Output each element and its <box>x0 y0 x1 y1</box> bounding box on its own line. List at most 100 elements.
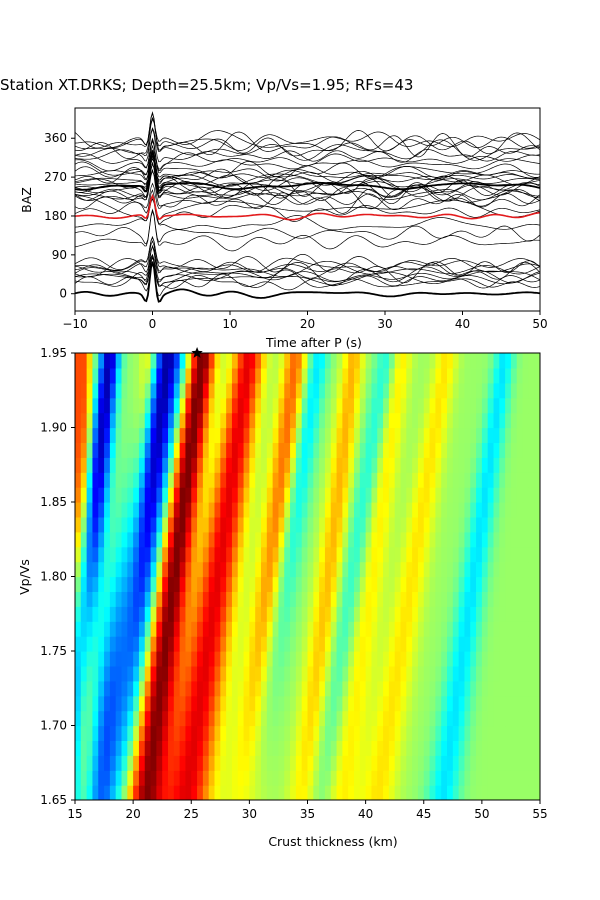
heatmap-cell <box>121 695 128 712</box>
heatmap-cell <box>121 740 128 756</box>
heatmap-cell <box>179 546 187 563</box>
heatmap-cell <box>354 710 361 727</box>
heatmap-cell <box>400 487 407 503</box>
heatmap-cell <box>365 591 373 607</box>
heatmap-cell <box>86 695 94 712</box>
heatmap-cell <box>342 502 349 518</box>
heatmap-cell <box>301 472 309 488</box>
heatmap-cell <box>133 502 140 518</box>
heatmap-cell <box>127 606 134 622</box>
heatmap-cell <box>371 755 378 771</box>
heatmap-cell <box>290 636 297 652</box>
heatmap-cell <box>197 412 204 429</box>
heatmap-cell <box>168 740 175 756</box>
heatmap-cell <box>400 665 407 682</box>
heatmap-cell <box>510 755 518 771</box>
heatmap-cell <box>464 755 471 771</box>
heatmap-cell <box>220 353 227 369</box>
heatmap-cell <box>342 546 349 563</box>
heatmap-cell <box>342 561 349 578</box>
heatmap-cell <box>231 457 239 473</box>
heatmap-cell <box>510 502 518 518</box>
heatmap-cell <box>144 487 152 503</box>
heatmap-cell <box>377 725 384 741</box>
heatmap-cell <box>231 561 239 578</box>
heatmap-cell <box>417 740 425 756</box>
heatmap-cell <box>307 755 314 771</box>
heatmap-cell <box>272 561 280 578</box>
heatmap-cell <box>290 397 297 414</box>
heatmap-cell <box>406 487 413 503</box>
heatmap-cell <box>104 487 111 503</box>
heatmap-cell <box>441 651 448 667</box>
heatmap-cell <box>394 561 402 578</box>
heatmap-cell <box>365 576 373 592</box>
heatmap-cell <box>383 636 390 652</box>
heatmap-cell <box>75 591 82 607</box>
heatmap-cell <box>109 621 117 637</box>
heatmap-cell <box>144 755 152 771</box>
heatmap-cell <box>261 621 268 637</box>
heatmap-cell <box>336 680 343 697</box>
heatmap-cell <box>319 591 326 607</box>
heatmap-cell <box>104 725 111 741</box>
heatmap-cell <box>528 382 535 399</box>
heatmap-cell <box>493 487 500 503</box>
heatmap-cell <box>202 710 210 727</box>
heatmap-cell <box>481 770 489 786</box>
heatmap-cell <box>202 516 210 533</box>
heatmap-cell <box>138 665 146 682</box>
heatmap-cell <box>127 785 134 800</box>
heatmap-cell <box>255 531 262 548</box>
heatmap-cell <box>342 382 349 399</box>
heatmap-cell <box>162 502 169 518</box>
heatmap-cell <box>278 576 285 592</box>
heatmap-cell <box>342 651 349 667</box>
heatmap-cell <box>417 576 425 592</box>
heatmap-cell <box>406 770 413 786</box>
heatmap-cell <box>133 770 140 786</box>
heatmap-cell <box>109 516 117 533</box>
heatmap-cell <box>249 591 256 607</box>
heatmap-cell <box>179 516 187 533</box>
heatmap-cell <box>429 546 436 563</box>
heatmap-cell <box>138 636 146 652</box>
heatmap-cell <box>243 427 250 443</box>
heatmap-cell <box>278 516 285 533</box>
heatmap-cell <box>156 740 163 756</box>
heatmap-cell <box>499 382 506 399</box>
heatmap-cell <box>80 367 88 384</box>
heatmap-cell <box>493 457 500 473</box>
heatmap-cell <box>365 695 373 712</box>
hk-x-tick-label: 55 <box>532 807 547 821</box>
heatmap-cell <box>115 457 123 473</box>
heatmap-cell <box>261 382 268 399</box>
heatmap-cell <box>313 606 320 622</box>
heatmap-cell <box>394 621 402 637</box>
heatmap-cell <box>522 502 529 518</box>
heatmap-cell <box>412 561 419 578</box>
heatmap-cell <box>359 710 367 727</box>
heatmap-cell <box>417 680 425 697</box>
heatmap-cell <box>412 412 419 429</box>
heatmap-cell <box>371 367 378 384</box>
heatmap-cell <box>528 367 535 384</box>
heatmap-cell <box>464 561 471 578</box>
heatmap-cell <box>226 740 233 756</box>
heatmap-cell <box>359 367 367 384</box>
heatmap-cell <box>220 472 227 488</box>
heatmap-cell <box>319 487 326 503</box>
heatmap-cell <box>493 665 500 682</box>
heatmap-cell <box>476 770 483 786</box>
heatmap-cell <box>208 621 216 637</box>
heatmap-cell <box>377 502 384 518</box>
heatmap-cell <box>75 367 82 384</box>
heatmap-cell <box>324 457 332 473</box>
heatmap-cell <box>447 680 454 697</box>
heatmap-cell <box>383 710 390 727</box>
heatmap-cell <box>505 591 512 607</box>
heatmap-cell <box>505 636 512 652</box>
heatmap-cell <box>214 457 221 473</box>
heatmap-cell <box>319 561 326 578</box>
heatmap-cell <box>98 665 105 682</box>
